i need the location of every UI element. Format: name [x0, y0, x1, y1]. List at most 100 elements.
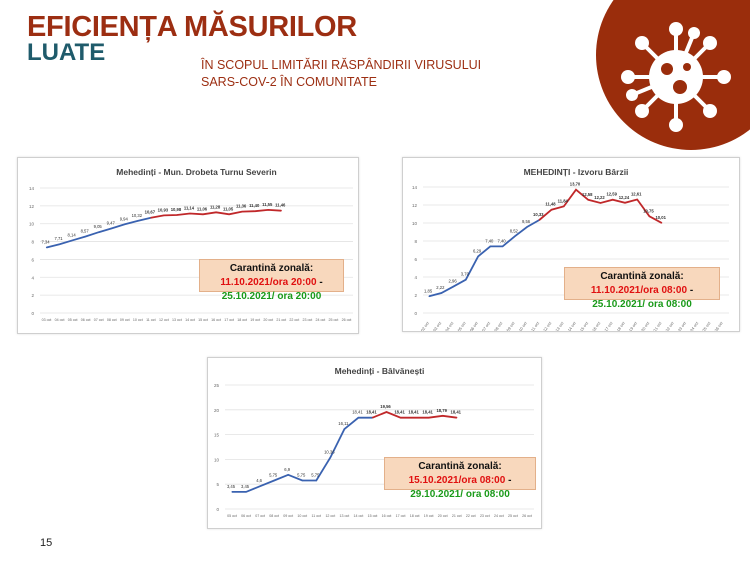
data-point [163, 214, 165, 217]
data-label: 6,9 [284, 467, 290, 472]
data-label: 3,45 [227, 484, 236, 489]
data-point [514, 235, 516, 237]
y-tick-label: 14 [412, 185, 418, 190]
data-point [202, 213, 204, 215]
annotation-end: 25.10.2021/ ora 20:00 [221, 291, 322, 302]
data-label: 10,75 [643, 208, 654, 213]
data-point [98, 231, 100, 233]
data-point [315, 479, 317, 482]
x-tick-label: 13 oct [172, 318, 182, 322]
x-tick-label: 20 oct [263, 318, 273, 322]
x-tick-label: 03 oct [42, 318, 52, 322]
data-label: 10,36 [324, 450, 335, 455]
annotation-prefix: Carantină zonală: [418, 461, 502, 472]
x-tick-label: 16 oct [382, 514, 392, 518]
data-label: 18,41 [422, 410, 433, 415]
x-tick-label: 03 oct [432, 320, 443, 331]
y-tick-label: 12 [29, 204, 35, 209]
x-tick-label: 14 oct [185, 318, 195, 322]
data-point [599, 202, 602, 204]
data-label: 10,67 [145, 210, 156, 215]
x-tick-label: 10 oct [297, 514, 307, 518]
data-label: 9,05 [94, 224, 103, 229]
x-tick-label: 14 oct [566, 320, 577, 331]
x-tick-label: 02 oct [420, 320, 431, 331]
x-tick-label: 06 oct [81, 318, 91, 322]
data-point [587, 199, 589, 201]
data-point [111, 227, 113, 230]
chart-balvanesti: Mehedinți - Bâlvănești 0 5 10 15 20 25 05 oct 06… [207, 357, 542, 529]
data-label: 18,41 [366, 410, 377, 415]
x-tick-label: 23 oct [480, 514, 490, 518]
data-label: 16,11 [338, 421, 349, 426]
y-tick-label: 2 [414, 293, 417, 298]
data-point [489, 245, 491, 247]
data-point [399, 417, 402, 419]
annotation-sep: - [687, 285, 694, 296]
y-tick-label: 10 [412, 221, 418, 226]
data-label: 11,55 [262, 202, 273, 207]
x-tick-label: 17 oct [603, 320, 614, 331]
x-tick-label: 14 oct [354, 514, 364, 518]
data-label: 11,36 [236, 204, 247, 209]
y-tick-label: 25 [214, 383, 220, 388]
data-label: 2,96 [449, 278, 458, 283]
quarantine-annotation: Carantină zonală: 11.10.2021/ora 08:00 -… [564, 267, 720, 310]
annotation-start: 11.10.2021/ora 08:00 [590, 285, 688, 296]
x-tick-label: 26 oct [342, 318, 352, 322]
page-subtitle: ÎN SCOPUL LIMITĂRII RĂSPÂNDIRII VIRUSULU… [201, 57, 521, 91]
data-label: 12,24 [619, 195, 630, 200]
data-point [453, 285, 455, 287]
annotation-prefix: Carantină zonală: [229, 263, 314, 274]
data-label: 5,75 [297, 472, 306, 477]
data-point [501, 245, 504, 247]
x-tick-label: 04 oct [55, 318, 65, 322]
y-tick-label: 4 [414, 275, 417, 280]
y-tick-label: 8 [31, 240, 34, 245]
x-tick-label: 15 oct [198, 318, 208, 322]
data-label: 4,6 [256, 478, 262, 483]
annotation-start: 15.10.2021/ora 08:00 [408, 475, 506, 486]
data-label: 18,41 [352, 410, 363, 415]
x-tick-label: 08 oct [107, 318, 117, 322]
data-label: 18,41 [394, 410, 405, 415]
data-label: 9,47 [107, 220, 116, 225]
data-label: 11,48 [545, 202, 556, 207]
chart-title: Mehedinți - Bâlvănești [335, 366, 425, 376]
data-label: 12,58 [582, 192, 593, 197]
data-label: 3,70 [461, 272, 470, 277]
data-point [241, 210, 243, 213]
data-label: 6,29 [473, 248, 482, 253]
data-point [456, 417, 458, 419]
annotation-start: 11.10.2021/ora 20:00 [220, 277, 317, 288]
x-tick-label: 24 oct [689, 320, 700, 331]
data-point [245, 491, 247, 493]
x-tick-label: 21 oct [652, 320, 663, 331]
y-tick-label: 2 [31, 293, 34, 298]
data-label: 8,57 [81, 228, 90, 233]
x-tick-label: 07 oct [94, 318, 104, 322]
data-label: 9,94 [120, 216, 129, 221]
data-point [329, 457, 331, 459]
x-tick-label: 15 oct [579, 320, 590, 331]
chart-title: MEHEDINȚI - Izvoru Bârzii [524, 167, 629, 177]
data-point [538, 219, 540, 221]
data-point [343, 428, 345, 430]
y-tick-label: 14 [29, 186, 35, 191]
data-label: 9,56 [522, 219, 531, 224]
y-tick-label: 8 [414, 239, 417, 244]
data-label: 1,85 [424, 288, 433, 293]
data-point [287, 474, 289, 476]
data-point [661, 222, 663, 224]
data-label: 19,56 [380, 404, 391, 409]
x-tick-label: 07 oct [255, 514, 265, 518]
x-tick-label: 23 oct [302, 318, 312, 322]
quarantine-annotation: Carantină zonală: 11.10.2021/ora 20:00 -… [199, 259, 344, 302]
x-tick-label: 22 oct [289, 318, 299, 322]
data-point [428, 417, 430, 419]
data-label: 10,98 [171, 207, 182, 212]
virus-logo [596, 0, 750, 150]
virus-icon [621, 22, 731, 132]
data-label: 18,41 [408, 410, 419, 415]
y-tick-label: 4 [31, 275, 34, 280]
